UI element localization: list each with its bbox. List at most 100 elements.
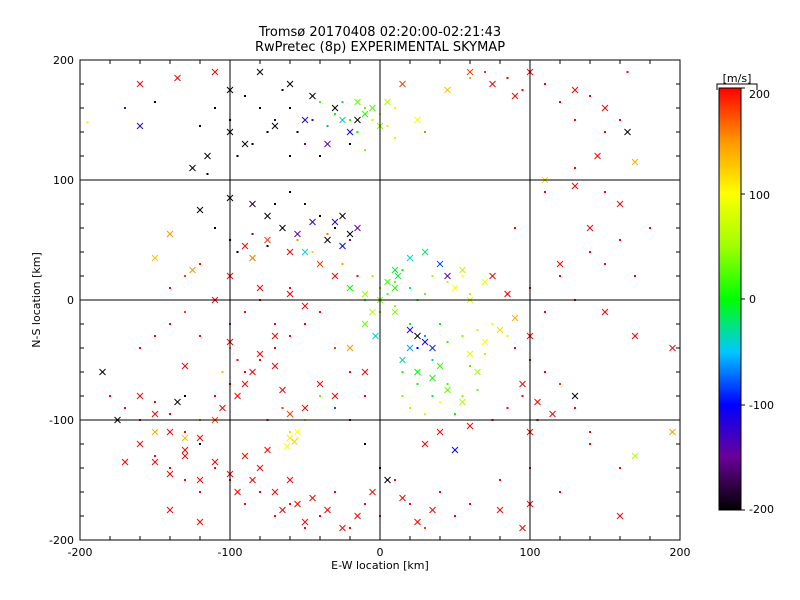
- data-point-cross: [391, 308, 399, 316]
- data-point-dot: [521, 89, 524, 91]
- data-point-cross: [324, 236, 331, 244]
- data-point-cross: [511, 314, 519, 322]
- data-point-cross: [99, 368, 106, 376]
- data-point-dot: [386, 293, 389, 295]
- colorbar-tick-label: -100: [749, 399, 774, 412]
- data-point-cross: [421, 440, 429, 448]
- data-point-dot: [409, 503, 411, 505]
- data-point-cross: [301, 404, 309, 412]
- data-point-dot: [401, 395, 404, 397]
- data-point-cross: [451, 284, 459, 292]
- colorbar-label-bracket: [716, 83, 758, 90]
- data-point-dot: [184, 479, 186, 481]
- data-point-cross: [181, 362, 189, 370]
- data-point-dot: [559, 101, 561, 103]
- colorbar-label: [m/s]: [723, 72, 752, 85]
- data-point-dot: [169, 323, 171, 325]
- data-point-cross: [346, 344, 354, 352]
- data-point-dot: [334, 491, 336, 493]
- data-point-dot: [446, 281, 449, 283]
- chart-title: Tromsø 20170408 02:20:00-02:21:43: [258, 25, 501, 40]
- data-point-dot: [371, 275, 374, 277]
- data-point-cross: [211, 458, 219, 466]
- data-point-dot: [214, 395, 216, 397]
- data-point-dot: [544, 83, 546, 85]
- data-point-cross: [391, 284, 399, 292]
- colorbar-ticks: [741, 87, 745, 511]
- data-point-dot: [469, 503, 471, 505]
- data-point-cross: [151, 458, 159, 466]
- data-point-cross: [324, 506, 331, 514]
- data-point-dot: [289, 107, 291, 109]
- data-point-cross: [324, 140, 331, 148]
- data-point-cross: [601, 104, 609, 112]
- data-point-cross: [534, 398, 541, 406]
- data-point-dot: [334, 347, 336, 349]
- data-point-dot: [469, 365, 471, 367]
- data-point-cross: [166, 428, 174, 436]
- data-point-cross: [279, 506, 286, 514]
- axis-ticks: [79, 59, 681, 541]
- data-point-dot: [199, 443, 201, 445]
- data-point-cross: [294, 428, 301, 436]
- y-tick-label: 100: [53, 174, 74, 187]
- x-tick-label: -200: [68, 546, 93, 559]
- data-point-cross: [181, 452, 189, 460]
- data-point-cross: [444, 272, 451, 280]
- data-point-dot: [424, 413, 426, 415]
- data-point-cross: [204, 152, 211, 160]
- data-point-dot: [334, 113, 336, 115]
- data-point-dot: [274, 119, 276, 121]
- data-point-dot: [476, 329, 479, 331]
- data-point-dot: [424, 527, 426, 529]
- data-point-dot: [506, 407, 509, 409]
- data-point-dot: [424, 293, 426, 295]
- data-point-cross: [339, 212, 346, 220]
- data-point-cross: [309, 218, 316, 226]
- data-point-cross: [496, 326, 504, 334]
- data-point-cross: [631, 158, 639, 166]
- data-point-cross: [316, 380, 324, 388]
- data-point-cross: [601, 308, 609, 316]
- data-point-cross: [136, 80, 144, 88]
- data-point-cross: [394, 272, 402, 280]
- data-point-cross: [316, 260, 324, 268]
- data-point-dot: [574, 167, 576, 169]
- data-point-dot: [244, 371, 246, 373]
- data-point-cross: [372, 332, 379, 340]
- data-point-cross: [346, 230, 354, 238]
- data-point-dot: [589, 251, 591, 253]
- data-point-cross: [414, 332, 421, 340]
- data-point-dot: [319, 155, 321, 157]
- grid-lines: [80, 60, 680, 540]
- data-point-dot: [236, 155, 239, 157]
- data-point-cross: [286, 410, 294, 418]
- data-point-dot: [251, 233, 254, 235]
- data-point-cross: [136, 392, 144, 400]
- data-point-dot: [544, 191, 546, 193]
- data-point-cross: [256, 284, 264, 292]
- data-point-dot: [169, 287, 171, 289]
- data-point-cross: [496, 506, 504, 514]
- data-point-cross: [181, 434, 189, 442]
- data-point-cross: [466, 68, 474, 76]
- data-point-cross: [286, 80, 294, 88]
- data-point-cross: [429, 506, 436, 514]
- data-point-dot: [341, 263, 344, 265]
- colorbar-tick-label: 100: [749, 189, 770, 202]
- data-point-dot: [559, 491, 561, 493]
- data-point-dot: [521, 395, 524, 397]
- colorbar-tick-label: 0: [749, 293, 756, 306]
- data-point-cross: [256, 464, 264, 472]
- data-point-dot: [296, 437, 299, 439]
- data-point-dot: [559, 275, 561, 277]
- data-point-dot: [371, 119, 374, 121]
- data-point-dot: [236, 359, 239, 361]
- data-point-dot: [289, 431, 291, 433]
- data-point-dot: [386, 125, 389, 127]
- data-point-dot: [206, 173, 209, 175]
- data-point-dot: [349, 119, 351, 121]
- data-point-cross: [294, 230, 301, 238]
- data-point-dot: [289, 155, 291, 157]
- data-point-dot: [559, 383, 561, 385]
